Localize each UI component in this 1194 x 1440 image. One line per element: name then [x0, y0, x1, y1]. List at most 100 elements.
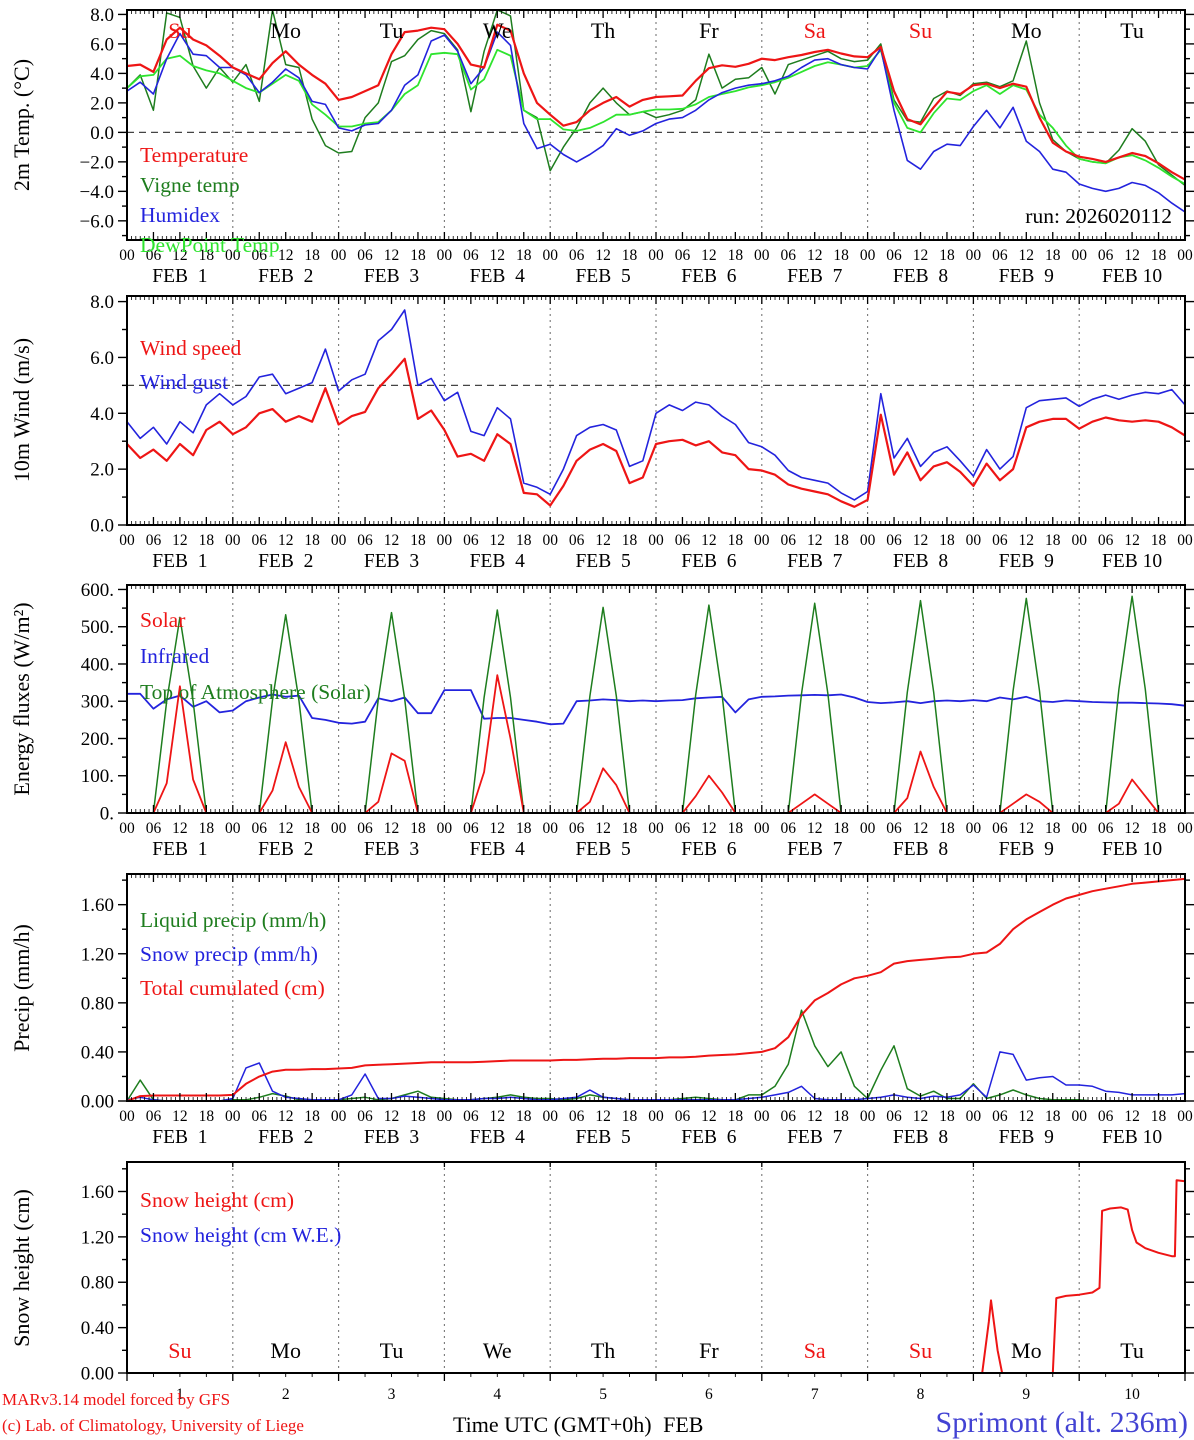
- svg-text:18: 18: [939, 247, 955, 264]
- svg-text:00: 00: [1177, 820, 1193, 837]
- svg-text:12: 12: [278, 247, 294, 264]
- svg-text:00: 00: [860, 532, 876, 549]
- svg-text:18: 18: [410, 1108, 426, 1125]
- svg-text:12: 12: [807, 1108, 823, 1125]
- svg-text:0.80: 0.80: [81, 993, 114, 1014]
- svg-text:FEB 3: FEB 3: [364, 551, 419, 572]
- svg-text:18: 18: [1045, 1108, 1061, 1125]
- svg-text:00: 00: [1071, 532, 1087, 549]
- svg-text:FEB 8: FEB 8: [893, 839, 948, 860]
- svg-text:200.: 200.: [81, 729, 114, 750]
- svg-text:FEB 4: FEB 4: [470, 551, 526, 572]
- svg-text:00: 00: [1177, 532, 1193, 549]
- svg-text:12: 12: [595, 532, 611, 549]
- svg-text:06: 06: [252, 532, 268, 549]
- svg-text:06: 06: [569, 247, 585, 264]
- lab-credit: (c) Lab. of Climatology, University of L…: [2, 1416, 304, 1435]
- run-timestamp: run: 2026020112: [1025, 204, 1172, 228]
- time-utc-label: Time UTC (GMT+0h): [453, 1412, 652, 1437]
- svg-text:00: 00: [119, 532, 135, 549]
- svg-text:FEB 1: FEB 1: [152, 266, 207, 287]
- model-credit: MARv3.14 model forced by GFS: [2, 1390, 231, 1409]
- legend-snow-precip: Snow precip (mm/h): [140, 942, 318, 966]
- svg-text:00: 00: [225, 247, 241, 264]
- svg-text:18: 18: [304, 1108, 320, 1125]
- svg-text:00: 00: [754, 1108, 770, 1125]
- svg-text:00: 00: [966, 1108, 982, 1125]
- svg-text:18: 18: [728, 1108, 744, 1125]
- svg-text:00: 00: [1177, 1108, 1193, 1125]
- svg-text:18: 18: [199, 247, 215, 264]
- svg-text:06: 06: [1098, 1108, 1114, 1125]
- svg-text:06: 06: [146, 247, 162, 264]
- y-axis-label-temperature: 2m Temp. (°C): [9, 58, 34, 192]
- svg-text:12: 12: [172, 532, 188, 549]
- svg-text:500.: 500.: [81, 617, 114, 638]
- svg-text:00: 00: [331, 820, 347, 837]
- svg-text:Th: Th: [591, 18, 615, 43]
- svg-text:18: 18: [939, 1108, 955, 1125]
- svg-text:FEB 3: FEB 3: [364, 266, 419, 287]
- svg-text:6.0: 6.0: [90, 34, 114, 55]
- svg-text:12: 12: [490, 1108, 506, 1125]
- svg-text:3: 3: [388, 1386, 396, 1403]
- svg-text:00: 00: [437, 532, 453, 549]
- svg-text:00: 00: [1071, 247, 1087, 264]
- svg-text:12: 12: [701, 247, 717, 264]
- legend-infrared: Infrared: [140, 644, 210, 668]
- svg-text:FEB 3: FEB 3: [364, 1127, 419, 1148]
- svg-text:FEB 5: FEB 5: [575, 839, 630, 860]
- svg-text:06: 06: [569, 820, 585, 837]
- svg-text:12: 12: [807, 532, 823, 549]
- svg-text:06: 06: [357, 532, 373, 549]
- svg-text:FEB 5: FEB 5: [575, 551, 630, 572]
- svg-text:FEB 7: FEB 7: [787, 266, 843, 287]
- svg-text:00: 00: [542, 1108, 558, 1125]
- svg-text:FEB 7: FEB 7: [787, 551, 843, 572]
- svg-text:18: 18: [199, 1108, 215, 1125]
- month-label: FEB: [663, 1412, 704, 1437]
- svg-text:Su: Su: [168, 1338, 191, 1363]
- svg-text:−2.0: −2.0: [80, 152, 114, 173]
- svg-text:00: 00: [542, 820, 558, 837]
- svg-text:00: 00: [648, 820, 664, 837]
- svg-text:18: 18: [1151, 247, 1167, 264]
- svg-text:00: 00: [437, 820, 453, 837]
- svg-text:FEB 6: FEB 6: [681, 551, 737, 572]
- svg-text:0.: 0.: [100, 804, 114, 825]
- svg-text:0.00: 0.00: [81, 1092, 114, 1113]
- svg-text:00: 00: [542, 247, 558, 264]
- svg-text:18: 18: [410, 820, 426, 837]
- svg-text:Su: Su: [168, 18, 191, 43]
- svg-text:12: 12: [913, 532, 929, 549]
- svg-text:Fr: Fr: [699, 18, 719, 43]
- svg-text:06: 06: [252, 247, 268, 264]
- svg-text:FEB 2: FEB 2: [258, 551, 313, 572]
- svg-text:FEB 1: FEB 1: [152, 1127, 207, 1148]
- svg-text:FEB 10: FEB 10: [1102, 266, 1162, 287]
- svg-text:6.0: 6.0: [90, 348, 114, 369]
- svg-text:06: 06: [886, 1108, 902, 1125]
- svg-text:00: 00: [754, 247, 770, 264]
- svg-text:06: 06: [992, 247, 1008, 264]
- svg-text:12: 12: [1124, 820, 1140, 837]
- y-axis-label-energy: Energy fluxes (W/m²): [9, 602, 34, 796]
- svg-text:06: 06: [992, 532, 1008, 549]
- svg-text:18: 18: [833, 820, 849, 837]
- svg-text:7: 7: [811, 1386, 819, 1403]
- svg-text:18: 18: [304, 820, 320, 837]
- svg-text:18: 18: [1151, 1108, 1167, 1125]
- svg-text:Tu: Tu: [380, 18, 404, 43]
- svg-text:12: 12: [595, 1108, 611, 1125]
- svg-text:18: 18: [1045, 532, 1061, 549]
- svg-text:18: 18: [622, 247, 638, 264]
- svg-text:12: 12: [172, 247, 188, 264]
- svg-text:18: 18: [1045, 247, 1061, 264]
- svg-text:18: 18: [410, 247, 426, 264]
- svg-text:06: 06: [781, 820, 797, 837]
- svg-text:00: 00: [225, 1108, 241, 1125]
- legend-humidex: Humidex: [140, 203, 221, 227]
- svg-text:00: 00: [860, 1108, 876, 1125]
- svg-text:12: 12: [595, 247, 611, 264]
